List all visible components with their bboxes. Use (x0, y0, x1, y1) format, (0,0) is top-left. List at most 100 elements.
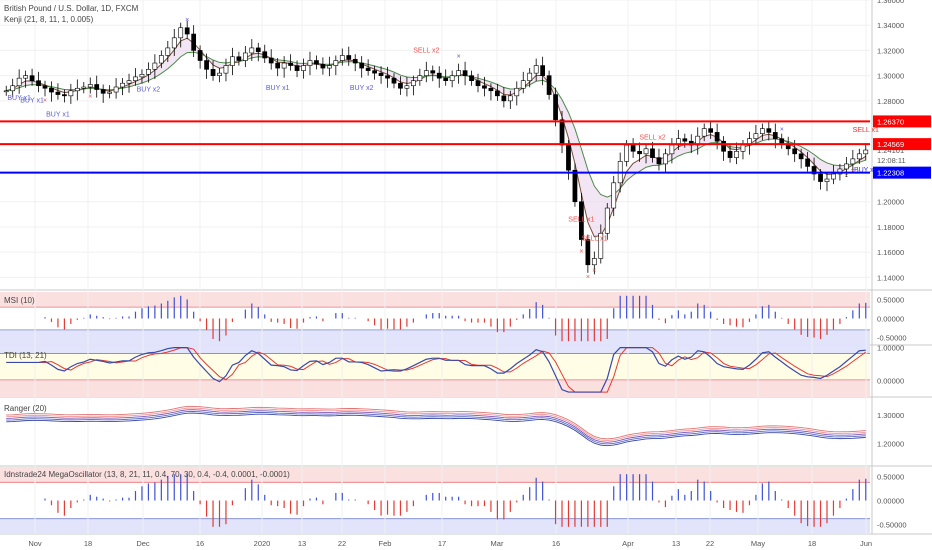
candle-body (734, 151, 739, 158)
candle-body (611, 182, 617, 209)
candle-body (831, 173, 836, 180)
candle-body (482, 85, 487, 89)
ranger-band-line (6, 407, 866, 442)
signal-cross-marker: × (185, 17, 189, 24)
candle-body (507, 95, 513, 102)
candle-body (152, 62, 158, 70)
price-level-tag-label: 1.24569 (877, 140, 904, 149)
candle-body (637, 151, 642, 155)
signal-cross-marker: × (457, 54, 461, 61)
buy-signal-label: BUY x1 (266, 85, 290, 92)
candle-body (805, 158, 810, 167)
candle-body (591, 258, 597, 266)
ranger-band-line (6, 409, 866, 443)
candle-body (346, 55, 352, 60)
y-axis-tick-label: 1.34000 (877, 21, 904, 30)
sell-signal-label: SELL x1 (581, 235, 607, 242)
candle-body (714, 132, 720, 142)
buy-signal-label: BUY x2 (137, 86, 161, 93)
signal-cross-marker: × (586, 274, 590, 281)
y-axis-tick-label: -0.50000 (877, 333, 907, 342)
candle-body (818, 173, 823, 182)
tdi-indicator-label: TDI (13, 21) (4, 351, 47, 360)
candle-body (527, 72, 533, 81)
buy-signal-label: BUY x2 (350, 85, 374, 92)
x-axis-tick-label: 16 (196, 539, 204, 548)
candle-body (585, 239, 591, 266)
candle-body (81, 86, 87, 89)
candle-body (120, 82, 125, 88)
candle-body (824, 178, 830, 182)
candle-body (10, 85, 16, 92)
candle-body (488, 87, 494, 92)
candle-body (546, 75, 552, 95)
candle-body (579, 201, 584, 240)
candle-body (275, 62, 281, 69)
sell-signal-label: SELL x1 (853, 127, 879, 134)
candle-body (68, 90, 74, 97)
y-axis-tick-label: 0.00000 (877, 377, 904, 386)
candle-body (727, 151, 733, 158)
candle-body (326, 65, 332, 69)
candle-body (158, 55, 164, 64)
price-level-tag-label: 1.26370 (877, 117, 904, 126)
candle-body (314, 60, 319, 65)
candle-body (146, 69, 151, 75)
candle-body (779, 138, 785, 145)
candle-body (320, 64, 326, 69)
sell-signal-label: SELL x1 (853, 127, 879, 134)
candle-body (55, 91, 61, 95)
candle-body (74, 87, 80, 92)
y-axis-tick-label: -0.50000 (877, 520, 907, 529)
candle-body (837, 168, 843, 175)
candle-body (49, 87, 54, 93)
candle-body (462, 70, 468, 76)
y-axis-tick-label: 1.18000 (877, 223, 904, 232)
candle-body (107, 91, 113, 94)
indicator-band (0, 353, 870, 380)
candle-body (701, 128, 707, 137)
candle-body (94, 84, 100, 90)
candle-body (165, 47, 171, 56)
candle-body (682, 138, 688, 142)
candle-body (217, 72, 222, 76)
sell-signal-label: SELL x1 (568, 217, 594, 224)
signal-cross-marker: × (780, 127, 784, 134)
candle-body (449, 75, 455, 81)
y-axis-tick-label: 1.20000 (877, 439, 904, 448)
candle-body (339, 55, 345, 61)
candle-body (495, 90, 500, 97)
candle-body (533, 65, 539, 74)
x-axis-tick-label: Apr (622, 539, 634, 548)
kenji-indicator-label: Kenji (21, 8, 11, 1, 0.005) (4, 15, 94, 24)
candle-body (398, 82, 403, 89)
signal-cross-marker: × (844, 173, 848, 180)
candle-body (268, 57, 274, 64)
x-axis-tick-label: 18 (808, 539, 816, 548)
candle-body (255, 47, 261, 52)
candle-body (520, 80, 526, 89)
candle-body (669, 144, 675, 155)
candle-body (436, 72, 442, 79)
candle-body (385, 75, 390, 79)
candle-body (178, 27, 184, 39)
tdi-signal-line (6, 347, 867, 393)
indicator-band (0, 379, 870, 397)
indicator-band (0, 346, 870, 354)
signal-cross-marker: × (43, 97, 47, 104)
candle-body (598, 232, 604, 259)
candle-body (210, 69, 216, 76)
y-axis-tick-label: 1.30000 (877, 411, 904, 420)
candle-body (197, 50, 203, 61)
candle-body (171, 37, 177, 49)
candle-body (236, 56, 242, 61)
candle-body (191, 33, 197, 51)
buy-signal-label: BUY x1 (20, 98, 44, 105)
candle-body (288, 62, 293, 66)
candle-body (100, 89, 106, 94)
candle-body (772, 132, 778, 139)
y-axis-tick-label: 1.14000 (877, 273, 904, 282)
candle-body (604, 207, 610, 234)
megaoscillator-indicator-label: Idnstrade24 MegaOscillator (13, 8, 21, 1… (4, 470, 290, 479)
